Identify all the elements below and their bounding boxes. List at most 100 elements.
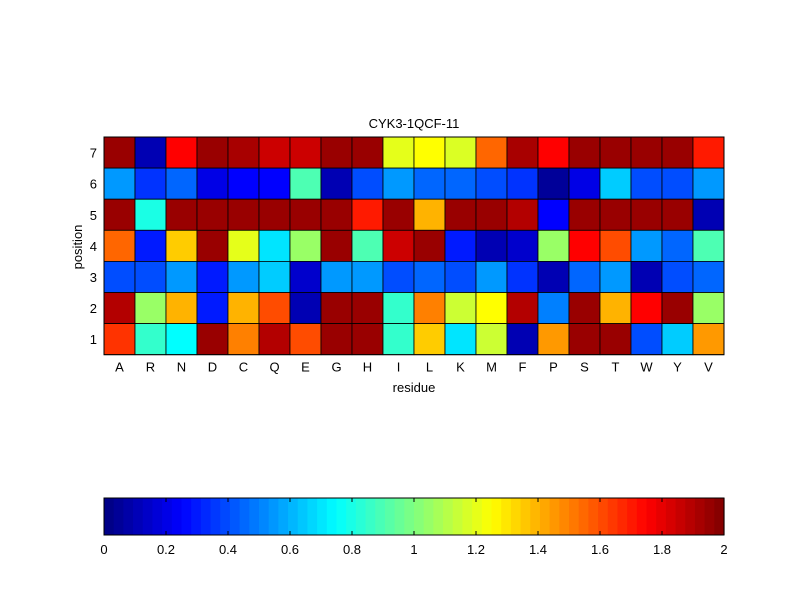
heatmap-cell-K-4 bbox=[444, 229, 477, 262]
heatmap-cell-W-4 bbox=[630, 229, 663, 262]
heatmap-cell-G-6 bbox=[320, 167, 353, 200]
colorbar-segment bbox=[384, 498, 396, 535]
y-axis-ticks: 7 6 5 4 3 2 1 bbox=[90, 146, 97, 348]
heatmap-cell-P-1 bbox=[537, 323, 570, 356]
heatmap-cell-R-7 bbox=[134, 136, 167, 169]
heatmap-cell-R-5 bbox=[134, 198, 167, 231]
x-tick-label: L bbox=[426, 360, 433, 375]
heatmap-cell-W-3 bbox=[630, 260, 663, 293]
colorbar-ticks: 0 0.2 0.4 0.6 0.8 1 1.2 1.4 1.6 1.8 2 bbox=[100, 498, 728, 557]
x-tick-label: H bbox=[363, 360, 372, 375]
y-tick-label: 1 bbox=[90, 332, 97, 347]
x-tick-label: Q bbox=[269, 360, 279, 375]
colorbar-tick-label: 1.4 bbox=[529, 542, 547, 557]
colorbar-segment bbox=[443, 498, 454, 535]
heatmap-cell-I-7 bbox=[382, 136, 415, 169]
chart-title: CYK3-1QCF-11 bbox=[369, 116, 460, 131]
colorbar-segment bbox=[704, 498, 715, 535]
colorbar-segment bbox=[539, 498, 551, 535]
heatmap-cell-M-1 bbox=[475, 323, 508, 356]
x-tick-label: A bbox=[115, 360, 124, 375]
colorbar-segment bbox=[123, 498, 134, 535]
heatmap-cell-K-5 bbox=[444, 198, 477, 231]
heatmap-cell-D-2 bbox=[196, 292, 229, 325]
heatmap-cell-D-1 bbox=[196, 323, 229, 356]
heatmap-cell-G-4 bbox=[320, 229, 353, 262]
x-tick-label: T bbox=[612, 360, 620, 375]
colorbar-tick-label: 1 bbox=[410, 542, 417, 557]
x-tick-label: E bbox=[301, 360, 310, 375]
colorbar-tick-label: 2 bbox=[720, 542, 727, 557]
colorbar-segment bbox=[481, 498, 493, 535]
heatmap-cell-H-3 bbox=[351, 260, 384, 293]
heatmap-cell-L-3 bbox=[413, 260, 446, 293]
heatmap-cell-S-7 bbox=[568, 136, 601, 169]
colorbar bbox=[104, 498, 725, 535]
colorbar-segment bbox=[452, 498, 464, 535]
colorbar-tick-label: 0.2 bbox=[157, 542, 175, 557]
heatmap-cell-G-3 bbox=[320, 260, 353, 293]
colorbar-segment bbox=[133, 498, 144, 535]
colorbar-segment bbox=[656, 498, 667, 535]
colorbar-segment bbox=[520, 498, 531, 535]
colorbar-tick-label: 0.6 bbox=[281, 542, 299, 557]
heatmap-cell-F-7 bbox=[506, 136, 539, 169]
heatmap-cells bbox=[103, 136, 725, 356]
heatmap-cell-S-3 bbox=[568, 260, 601, 293]
colorbar-segment bbox=[365, 498, 376, 535]
heatmap-cell-E-5 bbox=[289, 198, 322, 231]
heatmap-cell-S-5 bbox=[568, 198, 601, 231]
colorbar-segment bbox=[462, 498, 473, 535]
heatmap-cell-C-3 bbox=[227, 260, 260, 293]
heatmap-cell-C-2 bbox=[227, 292, 260, 325]
heatmap-cell-S-6 bbox=[568, 167, 601, 200]
heatmap-cell-S-1 bbox=[568, 323, 601, 356]
heatmap-cell-M-5 bbox=[475, 198, 508, 231]
y-axis-label: position bbox=[70, 225, 85, 270]
heatmap-cell-S-2 bbox=[568, 292, 601, 325]
heatmap-cell-I-5 bbox=[382, 198, 415, 231]
heatmap-cell-F-3 bbox=[506, 260, 539, 293]
heatmap-cell-E-4 bbox=[289, 229, 322, 262]
heatmap-cell-I-1 bbox=[382, 323, 415, 356]
heatmap-cell-N-6 bbox=[165, 167, 198, 200]
heatmap-cell-F-1 bbox=[506, 323, 539, 356]
heatmap-cell-T-6 bbox=[599, 167, 632, 200]
heatmap-cell-H-2 bbox=[351, 292, 384, 325]
colorbar-segment bbox=[142, 498, 154, 535]
heatmap-cell-K-1 bbox=[444, 323, 477, 356]
colorbar-segment bbox=[152, 498, 163, 535]
heatmap-cell-A-1 bbox=[103, 323, 136, 356]
heatmap-cell-G-1 bbox=[320, 323, 353, 356]
heatmap-cell-M-7 bbox=[475, 136, 508, 169]
heatmap-cell-E-3 bbox=[289, 260, 322, 293]
colorbar-segment bbox=[588, 498, 599, 535]
heatmap-cell-V-3 bbox=[692, 260, 725, 293]
colorbar-segment bbox=[220, 498, 231, 535]
heatmap-cell-P-7 bbox=[537, 136, 570, 169]
heatmap-cell-R-6 bbox=[134, 167, 167, 200]
x-tick-label: V bbox=[704, 360, 713, 375]
x-tick-label: R bbox=[146, 360, 155, 375]
colorbar-segment bbox=[229, 498, 241, 535]
colorbar-segment bbox=[171, 498, 183, 535]
colorbar-segment bbox=[501, 498, 512, 535]
heatmap-cell-V-6 bbox=[692, 167, 725, 200]
heatmap-cell-A-7 bbox=[103, 136, 136, 169]
colorbar-segment bbox=[210, 498, 221, 535]
heatmap-cell-C-4 bbox=[227, 229, 260, 262]
heatmap-cell-V-5 bbox=[692, 198, 725, 231]
colorbar-segment bbox=[646, 498, 657, 535]
heatmap-cell-W-1 bbox=[630, 323, 663, 356]
heatmap-cell-H-6 bbox=[351, 167, 384, 200]
colorbar-tick-label: 0.4 bbox=[219, 542, 237, 557]
y-tick-label: 4 bbox=[90, 239, 97, 254]
colorbar-tick-label: 0.8 bbox=[343, 542, 361, 557]
colorbar-segment bbox=[433, 498, 444, 535]
heatmap-cell-Q-3 bbox=[258, 260, 291, 293]
colorbar-segment bbox=[617, 498, 628, 535]
colorbar-segment bbox=[636, 498, 648, 535]
heatmap-cell-Y-3 bbox=[661, 260, 694, 293]
colorbar-segment bbox=[297, 498, 309, 535]
y-tick-label: 3 bbox=[90, 270, 97, 285]
